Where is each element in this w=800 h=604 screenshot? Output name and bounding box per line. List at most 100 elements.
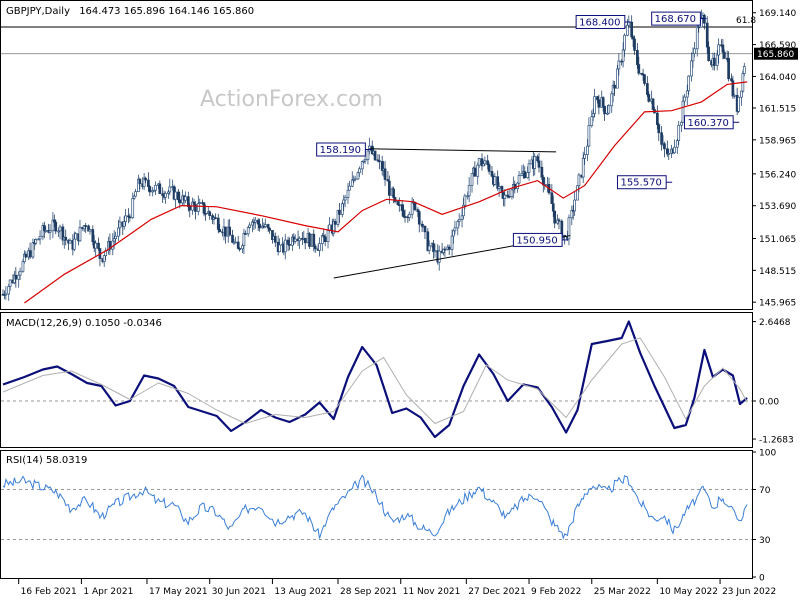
candle (246, 226, 250, 237)
candle (553, 210, 557, 229)
candle (138, 177, 142, 190)
x-tick-label: 17 May 2021 (149, 587, 208, 597)
candle (350, 171, 354, 188)
candle (348, 180, 351, 191)
candle (366, 150, 370, 165)
candle (97, 237, 100, 251)
candle (742, 62, 746, 77)
x-axis: 16 Feb 2021 1 Apr 2021 17 May 2021 30 Jun 2… (18, 579, 776, 597)
candle (651, 97, 655, 111)
candle (286, 236, 290, 252)
candle (386, 170, 390, 182)
candle (643, 74, 646, 86)
candle (283, 234, 287, 260)
macd-title: MACD(12,26,9) 0.1050 -0.0346 (6, 318, 162, 329)
candle (303, 237, 307, 250)
candle (308, 232, 311, 250)
candle (21, 259, 25, 273)
candle (118, 216, 122, 236)
candle (636, 43, 639, 69)
candle (122, 215, 126, 230)
candle (318, 237, 321, 257)
candle (443, 246, 447, 257)
candle (695, 22, 699, 57)
candle (323, 234, 327, 247)
candle (482, 161, 485, 167)
candle (450, 229, 454, 256)
candle (148, 185, 152, 197)
candle (278, 238, 281, 253)
candle (127, 208, 130, 224)
price-annotation-label: 168.670 (655, 14, 696, 25)
candle (673, 139, 676, 154)
macd-panel (0, 312, 753, 448)
candle (611, 80, 615, 103)
price-tick-label: 153.690 (759, 202, 796, 212)
candle (31, 238, 35, 260)
candle (527, 159, 531, 181)
candle (423, 225, 427, 240)
candle (551, 195, 555, 217)
candle (596, 95, 599, 104)
candle (61, 223, 65, 246)
candle (57, 227, 60, 238)
candle (333, 218, 337, 233)
candle (477, 157, 481, 168)
candle (288, 237, 291, 251)
price-annotation-label: 168.400 (579, 17, 620, 28)
price-tick-label: 158.965 (759, 136, 796, 146)
candle (8, 279, 12, 291)
candle (655, 105, 659, 130)
price-annotation-label: 160.370 (687, 118, 728, 129)
candle (380, 155, 384, 176)
candle (601, 96, 605, 112)
candle (134, 188, 137, 197)
price-tick-label: 156.240 (759, 170, 796, 180)
candle (597, 94, 601, 115)
candle (633, 35, 636, 56)
rsi-tick-label: 0 (759, 574, 765, 584)
current-price-label: 165.860 (757, 50, 794, 60)
price-annotation-label: 158.190 (320, 145, 361, 156)
candle (690, 52, 693, 82)
candle (94, 240, 98, 257)
candle (506, 190, 510, 199)
candle (42, 221, 46, 239)
candle (526, 166, 529, 179)
x-tick-label: 9 Feb 2022 (531, 587, 581, 597)
candle (737, 96, 740, 114)
candle (338, 202, 341, 224)
price-annotation: 168.670 (651, 11, 707, 26)
ohlc-values: 164.473 165.896 164.146 165.860 (79, 6, 254, 17)
price-tick-label: 148.515 (759, 267, 796, 277)
price-annotation: 150.950 (512, 232, 569, 247)
candle (476, 162, 480, 185)
candle (248, 222, 251, 229)
candle (196, 195, 200, 216)
candle (236, 235, 240, 249)
candle (646, 76, 649, 97)
candle (167, 189, 170, 199)
candle (114, 231, 117, 245)
rsi-tick-label: 30 (759, 536, 771, 546)
candle (680, 120, 683, 133)
candle (540, 160, 544, 181)
candle (621, 42, 625, 68)
candle (637, 56, 641, 76)
candle (740, 90, 743, 106)
candle (497, 182, 501, 197)
candle (186, 191, 190, 212)
price-annotation: 160.370 (683, 115, 740, 130)
candle (576, 185, 579, 201)
candle (685, 84, 689, 106)
candle (517, 170, 521, 185)
candle (681, 95, 685, 123)
x-tick-label: 25 Mar 2022 (594, 587, 651, 597)
candle (84, 223, 88, 233)
candle (23, 250, 26, 264)
candle (132, 194, 136, 201)
candle (520, 165, 524, 177)
price-tick-label: 145.965 (759, 299, 796, 309)
candle (34, 238, 38, 246)
